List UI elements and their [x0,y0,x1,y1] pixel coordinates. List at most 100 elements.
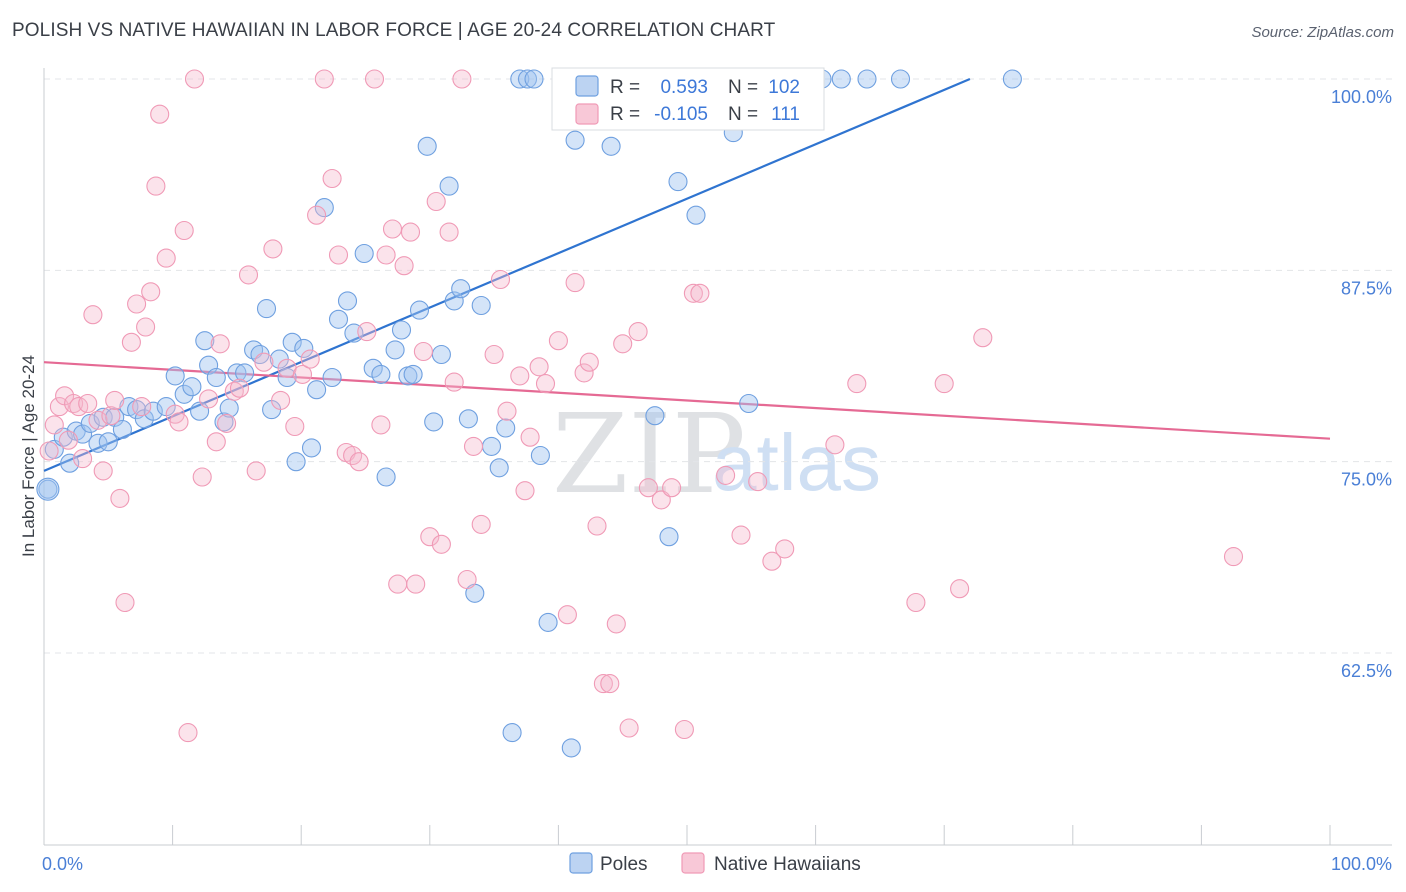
poles-point [857,69,877,89]
hawaiian-point [229,378,250,398]
legend-poles-n-label: N = [728,77,758,98]
hawaiian-point [169,412,189,432]
trend-lines [43,77,1331,472]
correlation-legend: R = 0.593 N = 102 R = -0.105 N = 111 [551,67,825,131]
hawaiian-point [638,478,658,498]
hawaiian-point [490,269,511,290]
legend-poles-r-value: 0.593 [660,77,708,98]
poles-trend-line [43,77,971,472]
hawaiian-point [322,168,342,189]
hawaiian-point [420,527,440,547]
hawaiian-point [716,465,736,485]
legend-hawaiians-n-label: N = [728,104,758,125]
hawaiian-point [371,415,391,435]
hawaiian-point [548,331,568,351]
poles-point [307,380,327,400]
poles-point [686,205,706,225]
poles-point [1002,69,1022,89]
hawaiian-point [224,381,244,401]
hawaiian-point [587,516,607,536]
poles-point [371,364,391,384]
poles-point [530,445,550,466]
hawaiian-point [400,222,421,242]
poles-point [376,467,396,487]
legend-poles-r-label: R = [610,77,640,98]
poles-point [88,433,108,453]
hawaiian-point [457,569,477,590]
hawaiian-point [471,514,491,534]
hawaiian-point [394,256,414,276]
hawaiian-point [515,481,535,501]
poles-point [890,69,911,89]
hawaiian-point [263,239,283,259]
watermark-atlas: atlas [712,418,881,507]
poles-point [739,393,759,414]
hawaiian-point [613,334,633,354]
hawaiian-point [934,374,954,394]
poles-point [391,320,412,340]
hawaiian-point [574,363,594,383]
hawaiian-point [44,415,64,435]
hawaiian-point [600,674,620,694]
hawaiian-point [674,719,694,740]
hawaiian-point [484,344,504,365]
hawaiian-point [314,69,334,89]
poles-point [165,366,185,386]
hawaiian-point [246,461,266,481]
hawaiian-point [376,245,396,265]
poles-point [502,723,522,743]
bottom-legend-hawaiians: Native Hawaiians [714,854,861,875]
poles-point [645,406,665,426]
poles-point [301,438,322,458]
hawaiian-point [184,69,205,89]
poles-point [60,453,80,473]
hawaiian-point [520,427,540,447]
hawaiian-point [156,248,176,268]
poles-point [561,738,581,758]
poles-point [195,331,215,351]
hawaiian-point [382,219,403,239]
poles-point [668,172,688,192]
hawaiian-point [444,372,464,392]
poles-point [354,243,374,264]
hawaiian-point [847,374,867,394]
series-legend: Poles Native Hawaiians [569,852,861,875]
hawaiians-trend-line [43,361,1331,440]
poles-point [481,436,502,456]
poles-point [328,309,349,329]
hawaiian-point [150,104,170,124]
hawaiian-point [950,579,970,599]
poles-point [227,363,247,383]
bottom-legend-poles: Poles [600,854,648,875]
poles-point [282,332,302,352]
hawaiian-point [651,490,671,510]
x-ticks [43,825,1331,845]
legend-swatch-hawaiians [575,103,599,125]
poles-point [471,295,491,316]
hawaiian-point [497,401,517,421]
hawaiian-point [192,467,212,487]
hawaiian-point [78,393,98,414]
poles-point [256,299,277,319]
y-tick-label: 100.0% [1331,87,1392,107]
poles-point [314,198,334,218]
hawaiian-point [199,389,219,409]
hawaiian-point [178,723,198,743]
poles-point [489,458,509,478]
hawaiian-point [238,265,259,285]
poles-point [38,479,58,499]
poles-point [294,338,314,358]
poles-point [98,432,118,452]
poles-point [322,367,342,388]
hawaiian-point [762,551,782,571]
source-label: Source: ZipAtlas.com [1251,24,1394,41]
hawaiian-point [529,357,549,377]
hawaiian-point [64,393,84,414]
hawaiian-point [973,328,993,348]
poles-point [496,418,516,438]
hawaiian-point [439,222,459,242]
hawaiian-point [127,294,147,314]
hawaiian-point [452,69,472,89]
poles-point [337,291,358,311]
hawaiian-point [132,397,152,417]
